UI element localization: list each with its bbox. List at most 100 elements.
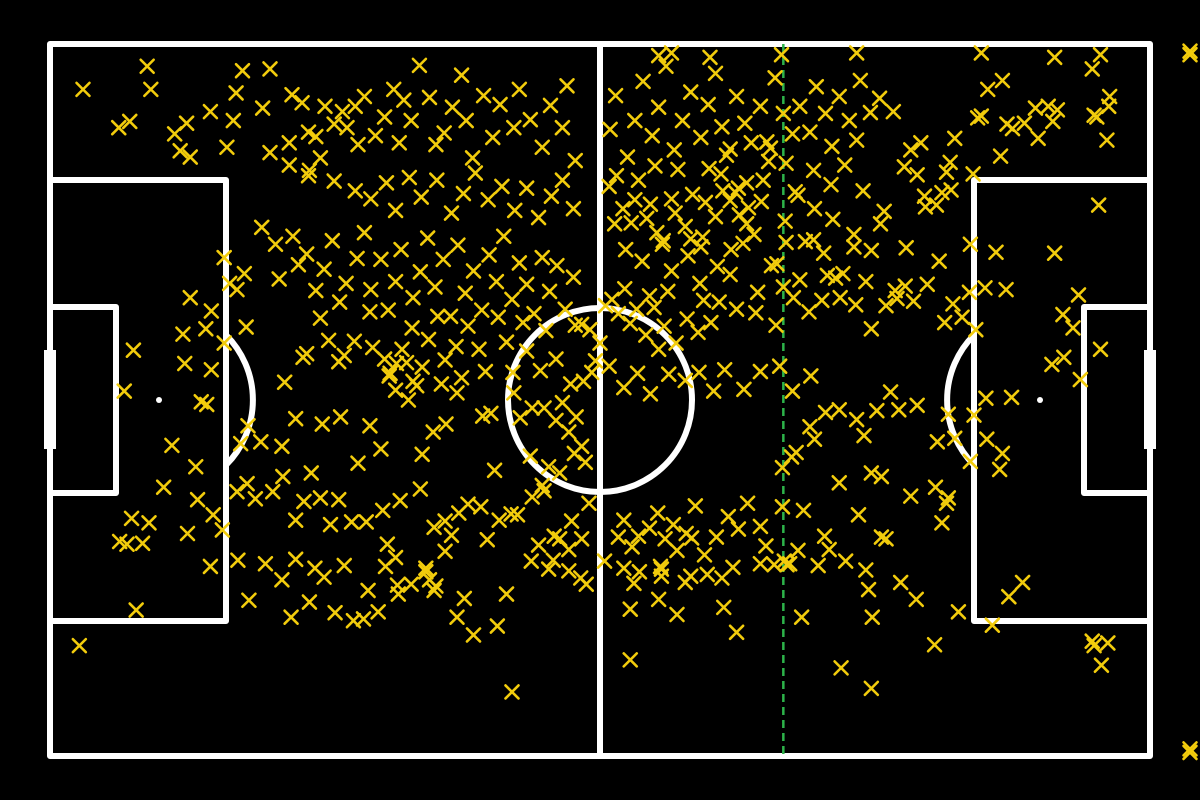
event-marker [946, 430, 963, 447]
event-marker [649, 224, 665, 241]
event-marker [548, 351, 564, 367]
event-marker [702, 49, 718, 66]
event-marker [221, 275, 238, 292]
event-marker [358, 514, 375, 530]
event-marker [298, 345, 315, 362]
event-marker [139, 58, 155, 75]
event-marker [753, 193, 770, 210]
event-marker [891, 401, 907, 418]
event-marker [1055, 306, 1071, 323]
event-marker [815, 245, 832, 261]
event-marker [806, 200, 823, 217]
event-marker [833, 660, 849, 676]
event-marker [1014, 574, 1031, 591]
event-marker [134, 535, 151, 552]
event-marker [509, 507, 526, 523]
event-marker [274, 438, 290, 455]
event-marker [634, 253, 650, 269]
event-marker [264, 483, 281, 500]
event-marker [455, 185, 472, 202]
event-marker [312, 490, 329, 506]
event-marker [484, 129, 501, 146]
event-marker [229, 483, 245, 500]
event-marker [977, 280, 993, 296]
event-marker [370, 604, 386, 620]
event-marker [862, 104, 879, 121]
event-marker [703, 314, 719, 331]
event-marker [450, 237, 466, 253]
event-marker [825, 211, 841, 228]
event-marker [730, 521, 747, 537]
event-marker [905, 293, 922, 310]
event-marker [848, 132, 865, 148]
event-marker [465, 627, 482, 643]
event-marker [962, 236, 979, 253]
right-penalty-arc [944, 332, 977, 468]
event-marker [275, 468, 291, 485]
event-marker [216, 249, 232, 266]
event-marker [1090, 197, 1107, 213]
event-marker [474, 408, 491, 424]
event-marker [538, 322, 554, 339]
event-marker [214, 522, 231, 538]
event-marker [763, 257, 780, 274]
event-marker [347, 183, 364, 199]
event-marker [994, 72, 1011, 89]
event-marker [414, 446, 430, 463]
event-marker [885, 103, 902, 120]
event-marker [285, 228, 301, 245]
event-marker [373, 441, 389, 457]
event-marker [155, 479, 172, 496]
event-marker [175, 326, 191, 342]
event-marker [831, 401, 848, 418]
event-marker [628, 301, 645, 318]
event-marker [700, 96, 716, 113]
event-marker [979, 431, 995, 447]
event-marker [650, 99, 667, 115]
event-marker [617, 241, 634, 258]
event-marker [267, 236, 284, 253]
event-marker [561, 424, 577, 440]
event-marker [326, 173, 342, 189]
event-marker [984, 617, 1001, 633]
event-marker [176, 355, 193, 372]
event-marker [505, 364, 521, 381]
event-marker [506, 119, 522, 136]
event-marker [802, 418, 818, 435]
event-marker [541, 283, 558, 300]
event-marker [690, 324, 706, 341]
event-marker [253, 434, 269, 450]
event-marker [850, 507, 867, 523]
event-marker [817, 105, 834, 122]
event-marker [776, 553, 793, 569]
event-marker [562, 376, 579, 392]
event-marker [635, 73, 651, 90]
event-marker [405, 289, 421, 306]
event-marker [308, 128, 324, 145]
event-marker [281, 157, 298, 173]
event-marker [483, 405, 499, 422]
event-marker [360, 582, 376, 599]
event-marker [674, 112, 691, 129]
event-marker [71, 637, 88, 654]
event-marker [616, 379, 632, 396]
event-marker [119, 536, 135, 552]
event-marker [504, 684, 520, 700]
event-marker [771, 358, 788, 374]
event-marker [495, 228, 512, 245]
event-marker [393, 241, 409, 258]
event-marker [667, 205, 683, 221]
event-marker [110, 119, 127, 136]
event-marker [694, 229, 711, 245]
event-marker [506, 202, 523, 219]
event-marker [480, 191, 496, 208]
event-marker [909, 397, 925, 414]
event-marker [316, 569, 332, 585]
event-marker [486, 462, 503, 479]
event-marker [892, 574, 909, 591]
event-marker [404, 320, 420, 336]
event-marker [801, 304, 817, 320]
event-marker [1072, 371, 1089, 388]
event-marker [927, 479, 944, 496]
event-marker [942, 154, 958, 171]
